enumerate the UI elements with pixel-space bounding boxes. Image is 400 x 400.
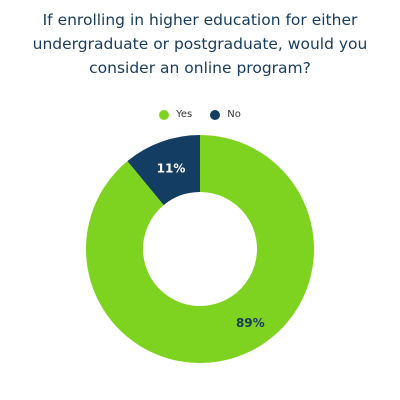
legend-label-yes: Yes [176,109,193,120]
legend-swatch-yes [159,109,170,120]
legend-swatch-no [210,109,221,120]
chart-title-line-1: If enrolling in higher education for eit… [42,11,358,29]
slice-label-yes: 89% [236,316,265,330]
legend-item-yes[interactable]: Yes [159,109,192,120]
legend-label-no: No [227,109,241,120]
chart-title-line-2: undergraduate or postgraduate, would you [32,35,368,53]
slice-yes[interactable] [85,135,315,363]
chart-title-line-3: consider an online program? [89,59,311,77]
slice-label-no: 11% [157,162,186,176]
legend-item-no[interactable]: No [210,109,241,120]
chart-title: If enrolling in higher education for eit… [0,8,400,80]
slice-no[interactable] [127,135,200,206]
legend: Yes No [0,109,400,120]
